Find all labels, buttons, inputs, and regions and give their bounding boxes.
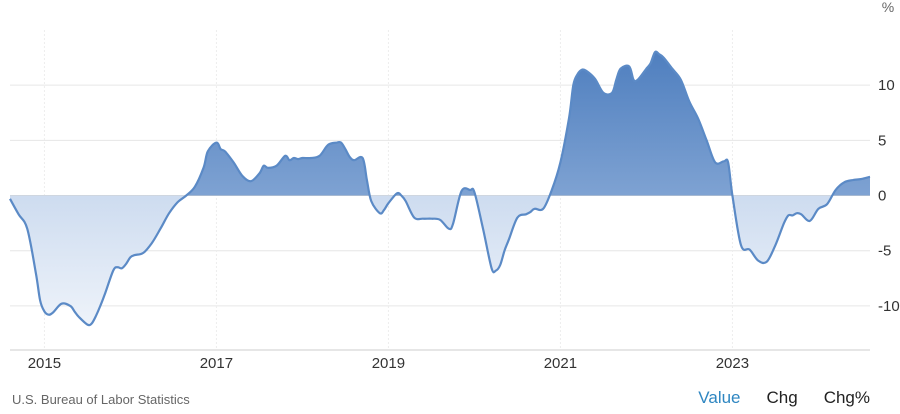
- y-tick-label: 5: [878, 132, 886, 149]
- source-label: U.S. Bureau of Labor Statistics: [12, 392, 190, 407]
- x-tick-label: 2019: [372, 355, 405, 372]
- x-tick-label: 2023: [716, 355, 749, 372]
- tab-chg[interactable]: Chg: [766, 388, 798, 407]
- view-tabs: Value Chg Chg%: [672, 388, 870, 408]
- grid-lines: [10, 30, 870, 351]
- chart-footer: U.S. Bureau of Labor Statistics Value Ch…: [0, 386, 900, 414]
- axis-labels: 10 5 0 -5 -10 2015 2017 2019 2021 2023: [28, 77, 900, 372]
- y-tick-label: 0: [878, 188, 886, 205]
- y-tick-label: 10: [878, 77, 895, 94]
- area-fill: [10, 51, 870, 326]
- x-tick-label: 2021: [544, 355, 577, 372]
- y-axis-unit: %: [882, 0, 894, 15]
- x-tick-label: 2017: [200, 355, 233, 372]
- series-line: [9, 50, 871, 327]
- x-tick-label: 2015: [28, 355, 61, 372]
- area-positive: [10, 51, 870, 196]
- area-negative: [10, 195, 833, 326]
- tab-value[interactable]: Value: [698, 388, 741, 407]
- y-tick-label: -5: [878, 243, 891, 260]
- y-tick-label: -10: [878, 298, 900, 315]
- series-line-group: [9, 50, 871, 327]
- tab-chg-pct[interactable]: Chg%: [823, 388, 870, 407]
- area-chart: 10 5 0 -5 -10 2015 2017 2019 2021 2023 %: [9, 0, 900, 372]
